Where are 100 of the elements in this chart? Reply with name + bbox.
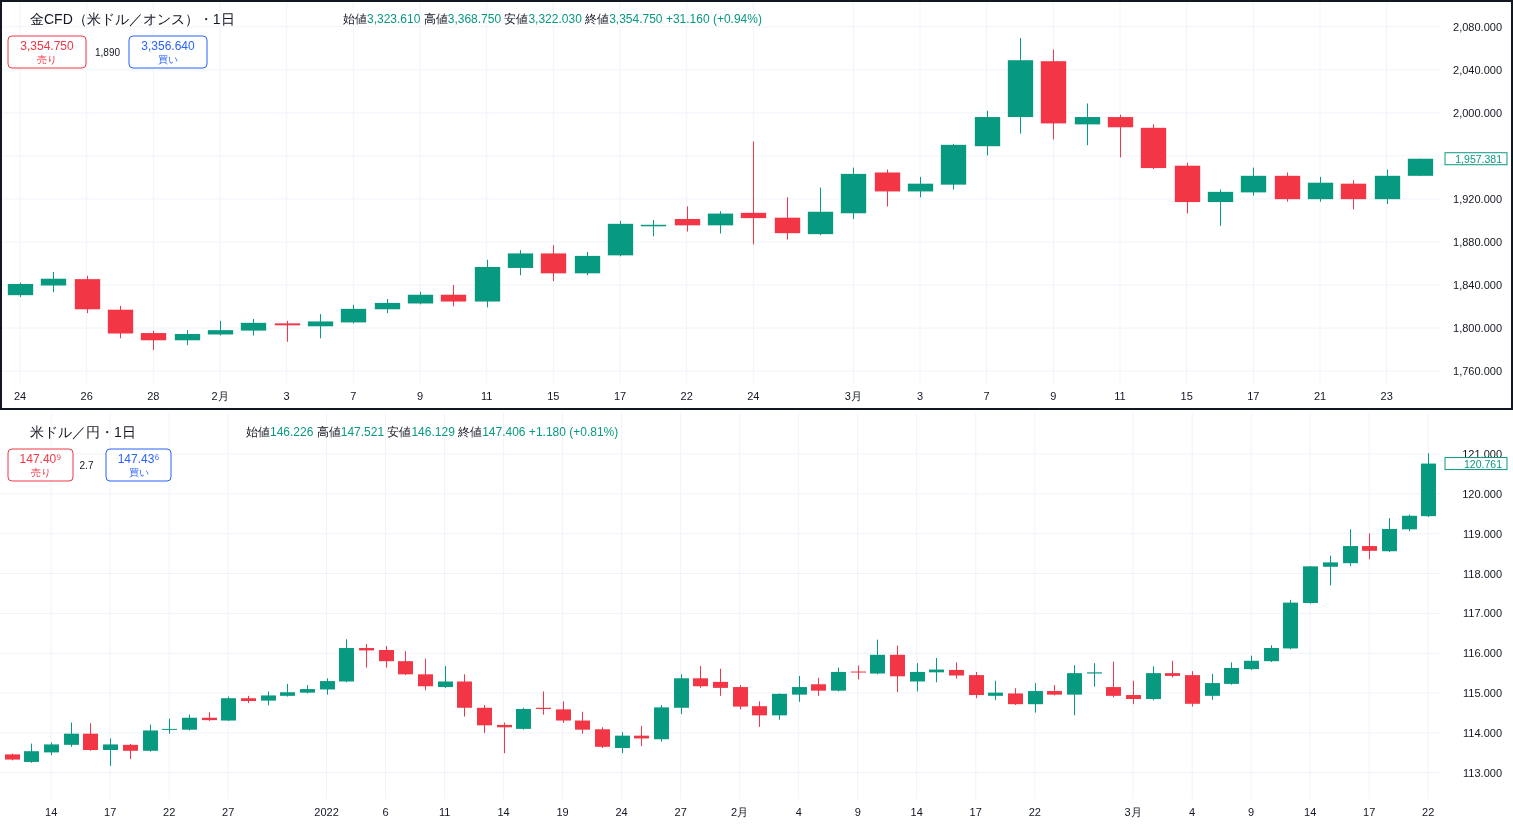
x-tick-label: 15 [547,390,560,402]
annotation: 1,890 [94,47,121,58]
x-tick-label: 17 [104,806,117,818]
candlestick [143,724,158,753]
candlestick [1323,555,1338,586]
candlestick [693,665,708,689]
y-tick-label: 1,800.000 [1453,322,1502,335]
x-tick-label: 9 [1050,390,1057,402]
x-tick-label: 24 [13,390,27,402]
y-tick-label: 1,920.000 [1453,192,1502,205]
x-tick-label: 26 [80,390,93,402]
text: 120.761 [1464,457,1503,470]
candlestick [988,680,1003,701]
y-tick-label: 120.000 [1462,487,1502,500]
annotation: 3,356.640 [141,39,196,53]
x-tick-label: 3 [283,390,290,402]
candlestick [162,718,177,735]
x-tick-label: 2月 [211,390,229,402]
x-tick-label: 19 [556,806,569,818]
x-tick-label: 7 [983,390,990,402]
candlestick [733,684,748,710]
candlestick [379,645,394,669]
x-tick-label: 14 [910,806,923,818]
candlestick [1028,682,1043,714]
y-tick-label: 1,760.000 [1453,365,1502,378]
x-tick-label: 17 [613,390,627,402]
candlestick [64,722,79,748]
y-tick-label: 114.000 [1463,726,1502,739]
y-tick-label: 2,040.000 [1453,63,1502,76]
x-tick-label: 3月 [1124,806,1142,818]
x-tick-label: 9 [1248,806,1255,818]
candlestick [595,726,610,749]
candlestick [398,650,413,676]
candlestick [1087,662,1102,688]
annotation: 3,354.750 [20,39,75,53]
candlestick [969,671,984,699]
x-tick-label: 21 [1313,390,1327,402]
candlestick [516,707,531,731]
x-tick-label: 3月 [844,390,862,402]
candlestick [713,668,728,697]
candlestick [1074,102,1101,146]
candlestick [556,700,571,724]
x-tick-label: 22 [1422,806,1435,818]
x-tick-label: 15 [1180,390,1193,402]
candlestick [1343,528,1358,567]
candlestick [418,658,433,691]
x-tick-label: 9 [416,390,424,402]
candlestick [24,743,39,764]
x-tick-label: 27 [674,806,687,818]
candlestick [1382,517,1397,553]
text: 金CFD（米ドル／オンス）・1日 [30,11,235,27]
annotation: 買い [158,54,178,65]
x-tick-label: 17 [1247,390,1260,402]
candlestick [772,692,787,721]
annotation: 147.40⁹ [19,452,62,466]
y-tick-label: 116.000 [1463,647,1502,660]
candlestick [910,662,925,692]
candlestick [1205,673,1220,701]
y-tick-label: 113.000 [1463,766,1502,779]
x-tick-label: 22 [163,806,176,818]
x-tick-label: 22 [1028,806,1041,818]
x-tick-label: 3 [916,390,924,402]
annotation: 2.7 [79,460,94,471]
x-tick-label: 14 [45,806,58,818]
x-tick-label: 14 [497,806,510,818]
text: 米ドル／円・1日 [30,424,136,440]
x-tick-label: 27 [222,806,235,818]
annotation: 売り [37,54,57,65]
y-tick-label: 1,840.000 [1453,279,1502,292]
y-tick-label: 115.000 [1463,687,1502,700]
candlestick [83,722,98,752]
candlestick [438,665,453,689]
candlestick [575,711,590,735]
candlestick [103,737,118,767]
candlestick [477,704,492,734]
candlestick [740,140,767,245]
y-tick-label: 2,000.000 [1453,106,1502,119]
candlestick [792,675,807,703]
x-tick-label: 22 [680,390,693,402]
candlestick [1067,664,1082,716]
x-tick-label: 4 [795,806,802,818]
x-tick-label: 4 [1189,806,1196,818]
x-tick-label: 6 [382,806,389,818]
candlestick [1106,661,1121,698]
x-tick-label: 11 [1114,390,1126,402]
candlestick [615,731,630,754]
candlestick [1126,680,1141,705]
y-tick-label: 1,880.000 [1453,236,1502,249]
y-tick-label: 2,080.000 [1453,20,1502,33]
candlestick [274,320,301,343]
x-tick-label: 17 [1363,806,1376,818]
annotation: 売り [30,467,51,478]
x-tick-label: 7 [350,390,357,402]
candlestick [307,313,334,339]
candlestick [870,639,885,675]
x-tick-label: 24 [615,806,628,818]
y-tick-label: 119.000 [1463,527,1502,540]
x-tick-label: 17 [969,806,982,818]
x-tick-label: 11 [480,390,493,402]
x-tick-label: 2022 [314,806,339,818]
